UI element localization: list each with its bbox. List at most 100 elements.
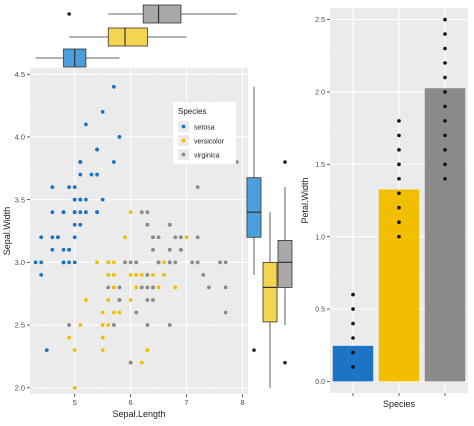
scatter-point-setosa: [50, 247, 55, 252]
scatter-point-versicolor: [111, 272, 116, 277]
scatter-point-virginica: [156, 235, 161, 240]
scatter-point-setosa: [78, 172, 83, 177]
scatter-point-virginica: [145, 222, 150, 227]
scatter-point-setosa: [83, 122, 88, 127]
scatter-point-setosa: [95, 210, 99, 215]
scatter-point-virginica: [179, 235, 183, 240]
scatter-point-setosa: [67, 247, 72, 252]
scatter-point-versicolor: [156, 285, 161, 290]
scatter-point-virginica: [223, 310, 228, 315]
scatter-x-tick-label: 7: [184, 398, 188, 407]
scatter-point-versicolor: [106, 260, 111, 265]
top-box-versicolor: [107, 27, 148, 47]
bar-jitter-points: [351, 17, 447, 369]
scatter-point-virginica: [173, 235, 178, 240]
scatter-point-versicolor: [95, 260, 99, 265]
bar-point-versicolor: [397, 220, 401, 225]
scatter-point-versicolor: [139, 272, 144, 277]
scatter-point-virginica: [151, 298, 155, 302]
bar-point-versicolor: [397, 205, 401, 210]
scatter-point-versicolor: [134, 285, 139, 290]
scatter-gridlines: [30, 68, 248, 394]
scatter-point-versicolor: [106, 272, 111, 277]
bar-chart: 0.0 0.5 1.0 1.5 2.0 2.5 Species Petal.Width: [300, 8, 468, 409]
scatter-point-virginica: [167, 323, 172, 327]
scatter-point-setosa: [72, 185, 77, 190]
bar-point-virginica: [443, 176, 447, 181]
top-box-outlier-virginica: [67, 12, 71, 16]
bar-y-axis-title: Petal.Width: [300, 177, 310, 223]
right-box-outlier-setosa: [252, 348, 256, 352]
scatter-point-versicolor: [162, 272, 167, 277]
bar-point-virginica: [443, 17, 447, 22]
scatter-point-setosa: [83, 210, 88, 215]
scatter-point-virginica: [117, 285, 122, 290]
scatter-y-tick-label: 3.5: [15, 195, 25, 204]
scatter-point-setosa: [95, 147, 99, 152]
scatter-point-setosa: [33, 260, 38, 265]
bar-point-virginica: [443, 104, 447, 109]
legend-label-setosa: setosa: [194, 125, 215, 132]
bar-point-virginica: [443, 90, 447, 94]
scatter-point-virginica: [173, 260, 178, 265]
scatter-point-versicolor: [72, 348, 77, 353]
scatter-point-setosa: [50, 235, 55, 240]
bar-point-versicolor: [397, 234, 401, 239]
scatter-point-versicolor: [111, 260, 116, 265]
bar-point-virginica: [443, 148, 447, 152]
scatter-point-versicolor: [139, 360, 144, 365]
scatter-point-setosa: [83, 197, 88, 202]
scatter-point-virginica: [111, 323, 116, 327]
scatter-point-virginica: [195, 260, 200, 265]
bar-point-versicolor: [397, 162, 401, 167]
scatter-point-versicolor: [72, 385, 77, 390]
scatter-point-virginica: [67, 323, 72, 327]
top-marginal-boxplot: [35, 4, 237, 68]
bar-y-tick-label: 1.5: [315, 162, 325, 169]
scatter-point-setosa: [67, 260, 72, 265]
scatter-point-virginica: [195, 185, 200, 190]
right-marginal-boxplot: [246, 86, 293, 388]
right-box-outlier-virginica: [283, 360, 287, 365]
bar-point-setosa: [351, 336, 355, 340]
bar-point-virginica: [443, 119, 447, 123]
scatter-point-virginica: [145, 323, 150, 327]
bar-point-virginica: [443, 61, 447, 65]
scatter-point-virginica: [151, 247, 155, 252]
scatter-point-setosa: [72, 210, 77, 215]
scatter-point-setosa: [61, 260, 66, 265]
scatter-point-virginica: [145, 298, 150, 302]
scatter-point-setosa: [78, 197, 83, 202]
scatter-point-setosa: [100, 109, 105, 114]
scatter-point-setosa: [50, 210, 55, 215]
scatter-point-setosa: [89, 172, 94, 177]
bar-point-virginica: [443, 162, 447, 167]
scatter-point-virginica: [156, 260, 161, 265]
legend-items: setosa versicolor virginica: [178, 121, 225, 160]
bar-point-setosa: [351, 321, 355, 326]
scatter-point-setosa: [50, 185, 55, 190]
scatter-point-versicolor: [67, 335, 72, 340]
scatter-point-versicolor: [100, 323, 105, 327]
bar-versicolor: [378, 189, 420, 382]
scatter-point-setosa: [117, 135, 122, 139]
bar-y-tick-label: 1.0: [315, 234, 325, 241]
scatter-point-virginica: [145, 210, 150, 215]
scatter-point-setosa: [72, 260, 77, 265]
scatter-point-setosa: [78, 210, 83, 215]
scatter-point-virginica: [201, 272, 206, 277]
scatter-y-tick-label: 4.5: [15, 70, 25, 79]
scatter-point-setosa: [61, 210, 66, 215]
scatter-point-virginica: [223, 285, 228, 290]
scatter-point-virginica: [206, 285, 211, 290]
scatter-point-virginica: [123, 260, 127, 265]
scatter-point-versicolor: [123, 235, 127, 240]
legend-key-versicolor: [181, 138, 186, 143]
scatter-point-versicolor: [134, 272, 139, 277]
bar-y-tick-label: 2.0: [315, 90, 325, 97]
scatter-point-versicolor: [83, 298, 88, 302]
bar-virginica: [424, 88, 466, 382]
scatter-point-virginica: [145, 285, 150, 290]
scatter-point-versicolor: [145, 348, 150, 353]
scatter-point-virginica: [139, 210, 144, 215]
